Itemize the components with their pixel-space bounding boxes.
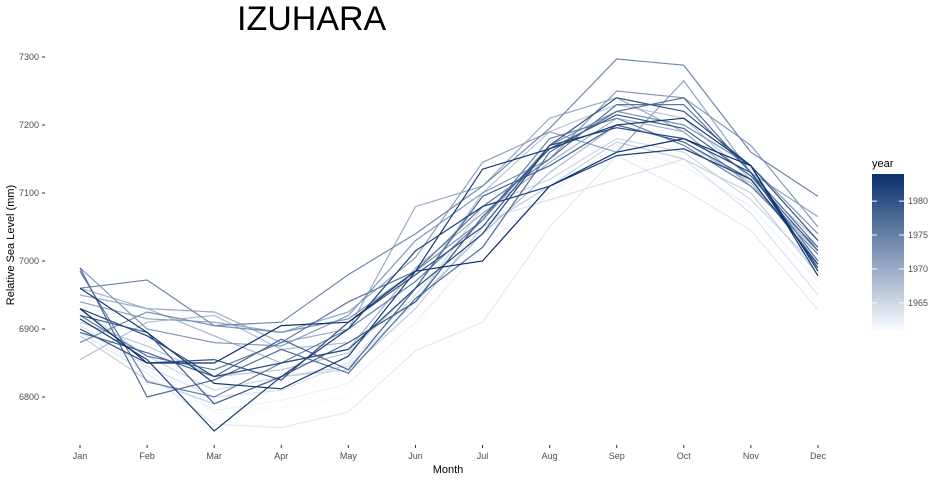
x-axis-title: Month — [433, 464, 464, 476]
series-line-1978 — [79, 124, 819, 378]
legend-tick-label: 1975 — [908, 230, 928, 240]
series-line-1963 — [79, 154, 819, 429]
y-tick-label: 6800 — [19, 392, 39, 402]
series-line-1970 — [79, 97, 819, 344]
x-tick-label: Aug — [542, 451, 558, 461]
x-tick-label: Apr — [274, 451, 288, 461]
x-tick-label: Dec — [810, 451, 827, 461]
y-tick-label: 7200 — [19, 120, 39, 130]
y-tick-label: 7000 — [19, 256, 39, 266]
x-tick-label: May — [340, 451, 358, 461]
series-line-1981 — [79, 127, 819, 378]
legend-colorbar — [872, 174, 904, 330]
series-line-1961 — [79, 151, 819, 415]
series-line-1972 — [79, 90, 819, 347]
x-tick-label: Sep — [609, 451, 625, 461]
series-line-1973 — [79, 110, 819, 344]
x-axis: Jan Feb Mar Apr May Jun Jul Aug Sep Oct Nov Dec — [73, 445, 827, 461]
x-tick-label: Oct — [677, 451, 692, 461]
y-tick-label: 6900 — [19, 324, 39, 334]
y-tick-label: 7100 — [19, 188, 39, 198]
series-line-1980 — [79, 97, 819, 381]
series-line-1965 — [79, 137, 819, 391]
x-tick-label: Nov — [743, 451, 760, 461]
series-line-1982 — [79, 148, 819, 432]
y-tick-label: 7300 — [19, 52, 39, 62]
x-tick-label: Jul — [477, 451, 489, 461]
chart-title: IZUHARA — [237, 0, 387, 38]
x-tick-label: Jun — [408, 451, 423, 461]
x-tick-label: Jan — [73, 451, 88, 461]
legend-title: year — [872, 158, 894, 170]
x-tick-label: Mar — [206, 451, 222, 461]
series-line-1983 — [79, 117, 819, 390]
series-lines — [79, 58, 819, 432]
series-line-1971 — [79, 79, 819, 334]
series-line-1962 — [79, 144, 819, 412]
series-line-1979 — [79, 114, 819, 405]
y-axis-title: Relative Sea Level (mm) — [5, 185, 17, 305]
x-tick-label: Feb — [139, 451, 155, 461]
legend: year 1965 1970 1975 1980 — [872, 158, 928, 330]
legend-ticks: 1965 1970 1975 1980 — [872, 196, 928, 308]
legend-tick-label: 1965 — [908, 298, 928, 308]
series-line-1984 — [79, 137, 819, 364]
legend-tick-label: 1980 — [908, 196, 928, 206]
series-line-1974 — [79, 58, 819, 327]
legend-tick-label: 1970 — [908, 264, 928, 274]
y-axis: 6800 6900 7000 7100 7200 7300 — [19, 52, 45, 402]
series-line-1977 — [79, 97, 819, 398]
series-line-1976 — [79, 103, 819, 371]
